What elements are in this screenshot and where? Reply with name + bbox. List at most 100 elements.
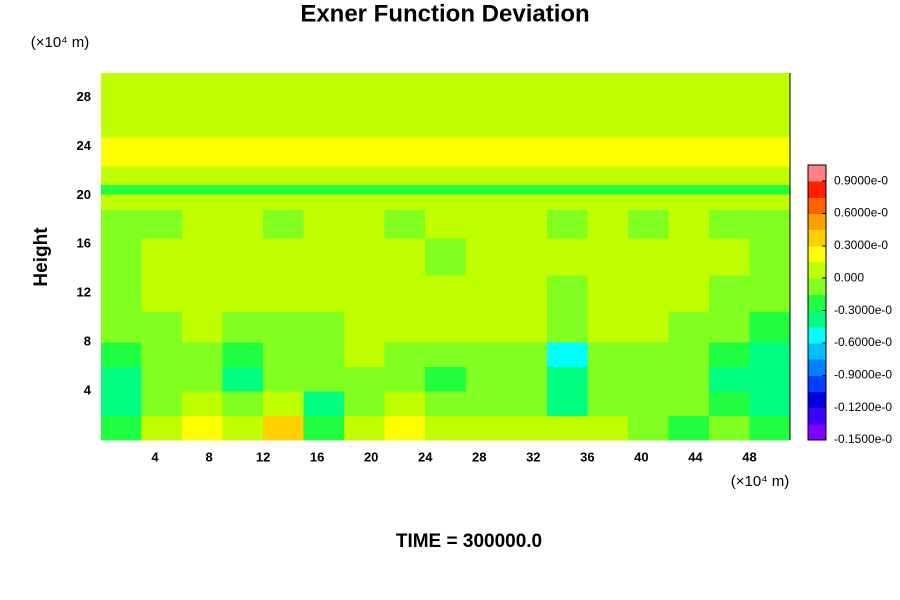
y-tick-label: 28	[77, 89, 91, 104]
field-cell	[222, 194, 264, 210]
field-cell	[222, 342, 264, 368]
field-cell	[101, 311, 143, 343]
field-cell	[182, 415, 224, 441]
field-cell	[101, 184, 143, 195]
field-cell	[546, 209, 588, 239]
field-cell	[708, 106, 750, 138]
field-cell	[101, 238, 143, 276]
field-cell	[344, 342, 386, 368]
field-cell	[587, 274, 629, 313]
field-cell	[749, 194, 791, 210]
field-cell	[708, 184, 750, 195]
field-cell	[587, 415, 629, 441]
field-cell	[141, 209, 183, 239]
field-cell	[222, 165, 264, 185]
x-tick-label: 12	[256, 449, 270, 464]
field-cell	[627, 106, 669, 138]
field-cell	[141, 342, 183, 368]
field-cell	[141, 194, 183, 210]
field-cell	[384, 274, 426, 313]
field-cell	[263, 311, 305, 343]
field-cell	[465, 274, 507, 313]
field-cell	[546, 73, 588, 108]
field-cell	[708, 342, 750, 368]
field-cell	[344, 73, 386, 108]
field-cell	[708, 194, 750, 210]
x-unit: (×10⁴ m)	[731, 473, 790, 490]
field-cell	[384, 311, 426, 343]
field-cell	[749, 106, 791, 138]
field-cell	[546, 366, 588, 392]
field-cell	[182, 106, 224, 138]
field-cell	[344, 311, 386, 343]
field-cell	[101, 342, 143, 368]
field-cell	[627, 137, 669, 167]
field-cell	[506, 106, 548, 138]
field-cell	[465, 238, 507, 276]
field-cell	[303, 342, 345, 368]
x-tick-label: 4	[151, 449, 159, 464]
x-tick-label: 36	[580, 449, 594, 464]
field-cell	[263, 391, 305, 417]
field-cell	[101, 274, 143, 313]
field-cell	[708, 366, 750, 392]
field-cell	[506, 165, 548, 185]
field-cell	[263, 238, 305, 276]
field-cell	[141, 137, 183, 167]
field-cell	[222, 184, 264, 195]
field-cell	[546, 391, 588, 417]
field-cell	[749, 391, 791, 417]
field-cell	[749, 415, 791, 441]
field-cell	[182, 238, 224, 276]
field-cell	[465, 342, 507, 368]
colorbar-band	[808, 375, 826, 392]
field-cell	[222, 238, 264, 276]
field-cell	[668, 165, 710, 185]
field-cell	[668, 366, 710, 392]
field-cell	[506, 391, 548, 417]
field	[101, 73, 791, 441]
field-cell	[303, 238, 345, 276]
field-cell	[587, 238, 629, 276]
y-tick-label: 20	[77, 187, 91, 202]
field-cell	[141, 274, 183, 313]
field-cell	[425, 137, 467, 167]
field-cell	[384, 209, 426, 239]
field-cell	[222, 274, 264, 313]
field-cell	[384, 106, 426, 138]
field-cell	[384, 342, 426, 368]
field-cell	[141, 165, 183, 185]
field-cell	[222, 137, 264, 167]
field-cell	[263, 209, 305, 239]
field-cell	[708, 415, 750, 441]
field-cell	[303, 137, 345, 167]
field-cell	[546, 137, 588, 167]
colorbar-band	[808, 294, 826, 312]
field-cell	[546, 342, 588, 368]
field-cell	[425, 311, 467, 343]
colorbar-band	[808, 197, 826, 215]
field-cell	[303, 106, 345, 138]
x-tick-label: 44	[688, 449, 703, 464]
field-cell	[506, 194, 548, 210]
field-cell	[344, 209, 386, 239]
field-cell	[384, 184, 426, 195]
field-cell	[708, 391, 750, 417]
field-cell	[101, 73, 143, 108]
field-cell	[749, 209, 791, 239]
field-cell	[668, 106, 710, 138]
field-cell	[303, 165, 345, 185]
field-cell	[708, 73, 750, 108]
field-cell	[425, 106, 467, 138]
field-cell	[141, 311, 183, 343]
field-cell	[668, 194, 710, 210]
field-cell	[303, 73, 345, 108]
field-cell	[222, 73, 264, 108]
field-cell	[668, 137, 710, 167]
field-cell	[222, 209, 264, 239]
field-cell	[587, 106, 629, 138]
field-cell	[303, 415, 345, 441]
field-cell	[465, 415, 507, 441]
field-cell	[708, 165, 750, 185]
